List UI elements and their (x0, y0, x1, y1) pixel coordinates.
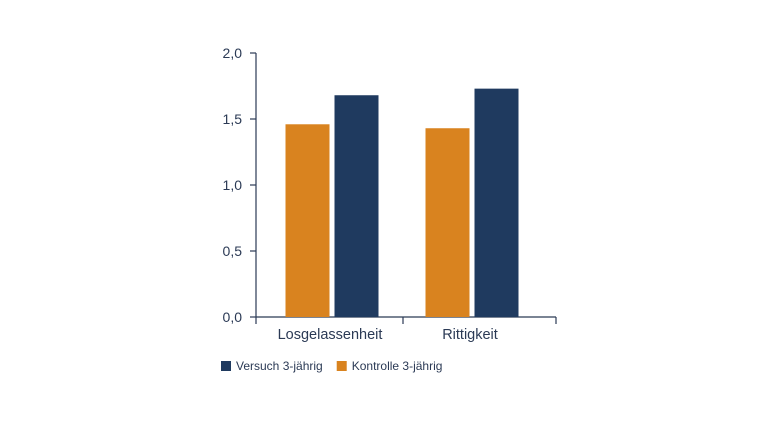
y-axis-ticks: 0,0 0,5 1,0 1,5 2,0 (223, 45, 256, 325)
legend-swatch (336, 361, 347, 371)
y-tick-label: 2,0 (223, 45, 243, 61)
legend: Versuch 3-jährig Kontrolle 3-jährig (221, 359, 442, 373)
bar (474, 88, 519, 317)
y-tick-label: 0,5 (223, 243, 243, 259)
y-tick-label: 0,0 (223, 309, 243, 325)
bar (425, 128, 470, 317)
bar (285, 124, 330, 317)
y-tick-label: 1,0 (223, 177, 243, 193)
legend-swatch (221, 361, 231, 371)
legend-label: Kontrolle 3-jährig (352, 359, 443, 373)
bars (285, 88, 519, 318)
x-axis-categories: Losgelassenheit Rittigkeit (278, 327, 498, 343)
y-tick-label: 1,5 (223, 111, 243, 127)
x-category-label: Rittigkeit (442, 327, 498, 343)
x-category-label: Losgelassenheit (278, 327, 383, 343)
bar (334, 95, 379, 318)
legend-label: Versuch 3-jährig (236, 359, 323, 373)
